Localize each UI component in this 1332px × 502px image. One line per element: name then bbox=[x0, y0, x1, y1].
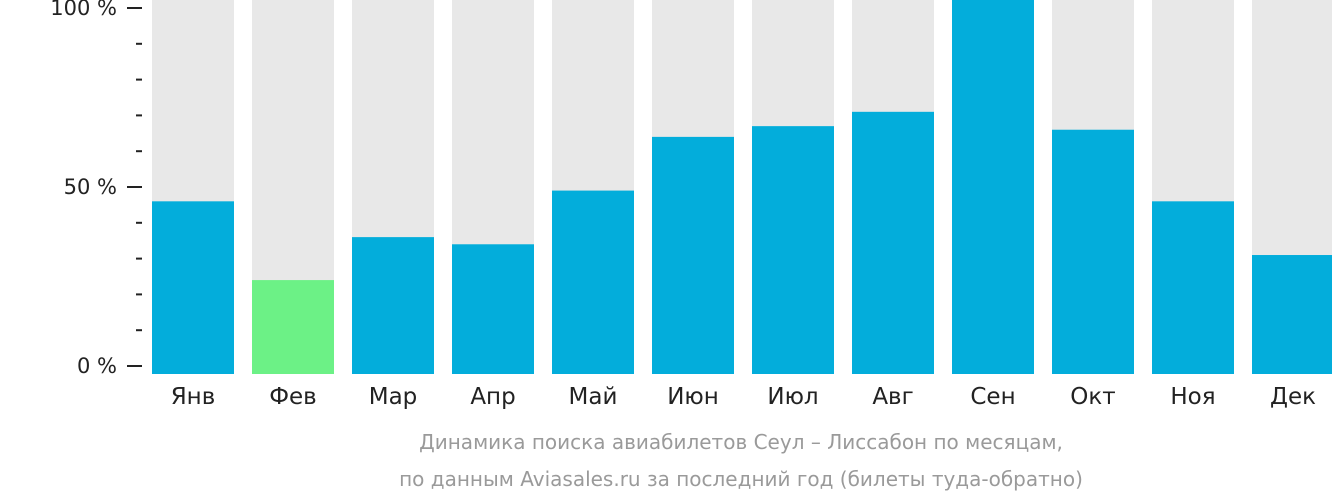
bars bbox=[152, 0, 1332, 374]
bar-8 bbox=[852, 111, 934, 374]
chart: 0 % 50 % 100 % Янв Фев Мар Апр Май Июн Июл Авг Сен… bbox=[50, 0, 1332, 410]
bar-7 bbox=[752, 126, 834, 374]
x-tick-label: Ноя bbox=[1170, 384, 1215, 410]
x-tick-label: Фев bbox=[269, 384, 317, 410]
bar-2 bbox=[252, 280, 334, 374]
x-tick-label: Июл bbox=[767, 384, 818, 410]
caption-line-2: по данным Aviasales.ru за последний год … bbox=[399, 467, 1083, 491]
y-tick-label: 0 % bbox=[77, 354, 117, 378]
x-tick-label: Апр bbox=[470, 384, 515, 410]
bar-12 bbox=[1252, 255, 1332, 374]
bar-6 bbox=[652, 136, 734, 374]
bar-11 bbox=[1152, 201, 1234, 374]
bar-9 bbox=[952, 0, 1034, 374]
y-tick-label: 50 % bbox=[64, 175, 117, 199]
bar-10 bbox=[1052, 129, 1134, 374]
y-axis: 0 % 50 % 100 % bbox=[50, 0, 142, 378]
y-tick-label: 100 % bbox=[50, 0, 117, 20]
x-tick-label: Окт bbox=[1070, 384, 1115, 410]
bar-3 bbox=[352, 237, 434, 374]
bar-1 bbox=[152, 201, 234, 374]
x-tick-label: Май bbox=[569, 384, 618, 410]
x-axis: Янв Фев Мар Апр Май Июн Июл Авг Сен Окт Ноя Дек bbox=[171, 384, 1316, 410]
x-tick-label: Авг bbox=[872, 384, 913, 410]
x-tick-label: Янв bbox=[171, 384, 216, 410]
x-tick-label: Июн bbox=[667, 384, 719, 410]
x-tick-label: Сен bbox=[970, 384, 1015, 410]
bar-4 bbox=[452, 244, 534, 374]
caption-line-1: Динамика поиска авиабилетов Сеул – Лисса… bbox=[419, 430, 1063, 454]
x-tick-label: Мар bbox=[369, 384, 418, 410]
bar-5 bbox=[552, 190, 634, 374]
x-tick-label: Дек bbox=[1270, 384, 1316, 410]
